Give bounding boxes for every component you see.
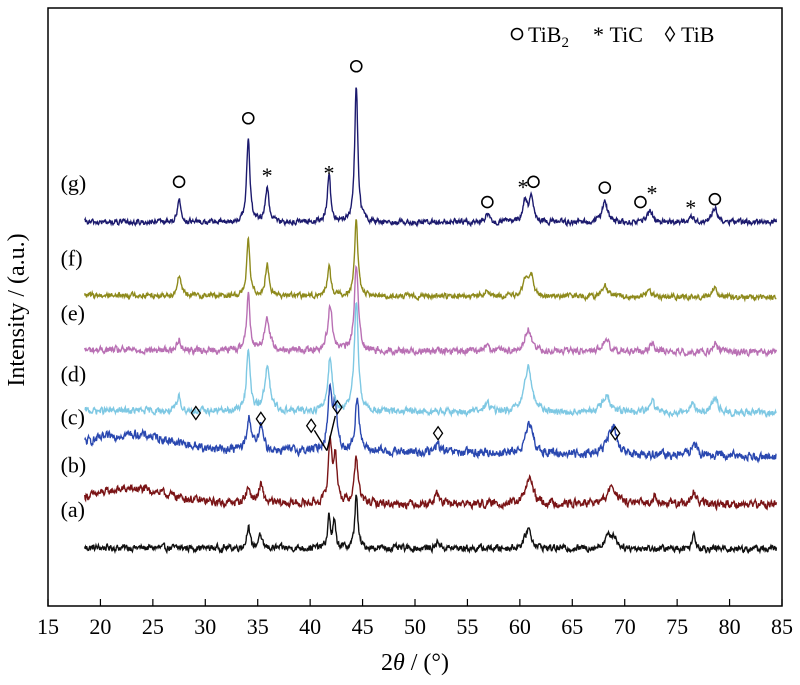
tib-marker	[432, 425, 444, 441]
annotation-leader-line	[313, 430, 328, 451]
series-line	[84, 301, 777, 419]
x-tick-label: 85	[771, 614, 793, 639]
tic-marker: *	[324, 160, 335, 185]
tib2-marker	[598, 181, 612, 194]
series-label: (f)	[61, 246, 83, 271]
series-label: (g)	[61, 171, 87, 196]
series-line	[84, 435, 778, 512]
x-tick-label: 60	[509, 614, 531, 639]
annotation-group: * * * * *	[172, 59, 722, 451]
series-line	[84, 494, 778, 555]
tib2-marker	[634, 195, 647, 209]
tib2-marker	[349, 59, 363, 73]
x-tick-label: 15	[37, 614, 59, 639]
series-label: (c)	[61, 405, 85, 430]
legend-label: TiB	[681, 22, 714, 47]
tib2-marker	[708, 192, 722, 206]
x-tick-label: 55	[456, 614, 478, 639]
series-line	[84, 382, 777, 464]
x-tick-label: 70	[614, 614, 636, 639]
trace-group	[84, 87, 778, 555]
tib-marker	[609, 425, 621, 441]
x-tick-label: 25	[142, 614, 164, 639]
y-axis-title: Intensity / (a.u.)	[4, 233, 30, 386]
annotation-leader-line	[326, 415, 336, 451]
tib2-marker	[241, 111, 255, 125]
tib-marker	[332, 399, 343, 415]
x-tick-label: 45	[352, 614, 374, 639]
x-tick-label: 75	[666, 614, 688, 639]
series-label: (b)	[61, 453, 87, 478]
legend-label: TiB2	[528, 22, 569, 51]
plot-frame	[47, 7, 783, 607]
tic-marker: *	[646, 181, 657, 206]
x-tick-label: 40	[299, 614, 321, 639]
legend-tic-icon: *	[593, 22, 604, 47]
legend-tib-icon	[664, 25, 676, 43]
tib-marker	[305, 418, 317, 434]
x-tick-label: 20	[89, 614, 111, 639]
legend-label: TiC	[610, 22, 643, 47]
tib2-marker	[481, 195, 494, 209]
tib-marker	[190, 405, 202, 421]
x-tick-label: 50	[404, 614, 426, 639]
tic-marker: *	[518, 175, 529, 200]
legend: TiB2 * TiC TiB	[510, 22, 714, 51]
x-tick-label: 80	[719, 614, 741, 639]
series-line	[84, 219, 777, 303]
series-label: (e)	[61, 301, 85, 326]
tic-marker: *	[685, 195, 696, 220]
tib-marker	[255, 411, 267, 427]
x-tick-label: 65	[561, 614, 583, 639]
series-label: (a)	[61, 497, 85, 522]
tib2-marker	[527, 175, 540, 189]
x-axis-title: 2θ / (°)	[381, 650, 449, 676]
x-tick-label: 30	[194, 614, 216, 639]
tic-marker: *	[262, 163, 273, 188]
series-line	[84, 87, 778, 228]
x-tick-label: 35	[247, 614, 269, 639]
series-label: (d)	[61, 361, 87, 386]
legend-tib2-icon	[510, 27, 524, 41]
tib2-marker	[172, 175, 186, 189]
series-line	[84, 264, 778, 358]
trace-label-group: (a) (b) (c) (d) (e) (f) (g)	[61, 171, 87, 523]
x-axis: 15 20 25 30 35 40 45 50 55 60 65 70 75 80 85	[37, 599, 793, 639]
